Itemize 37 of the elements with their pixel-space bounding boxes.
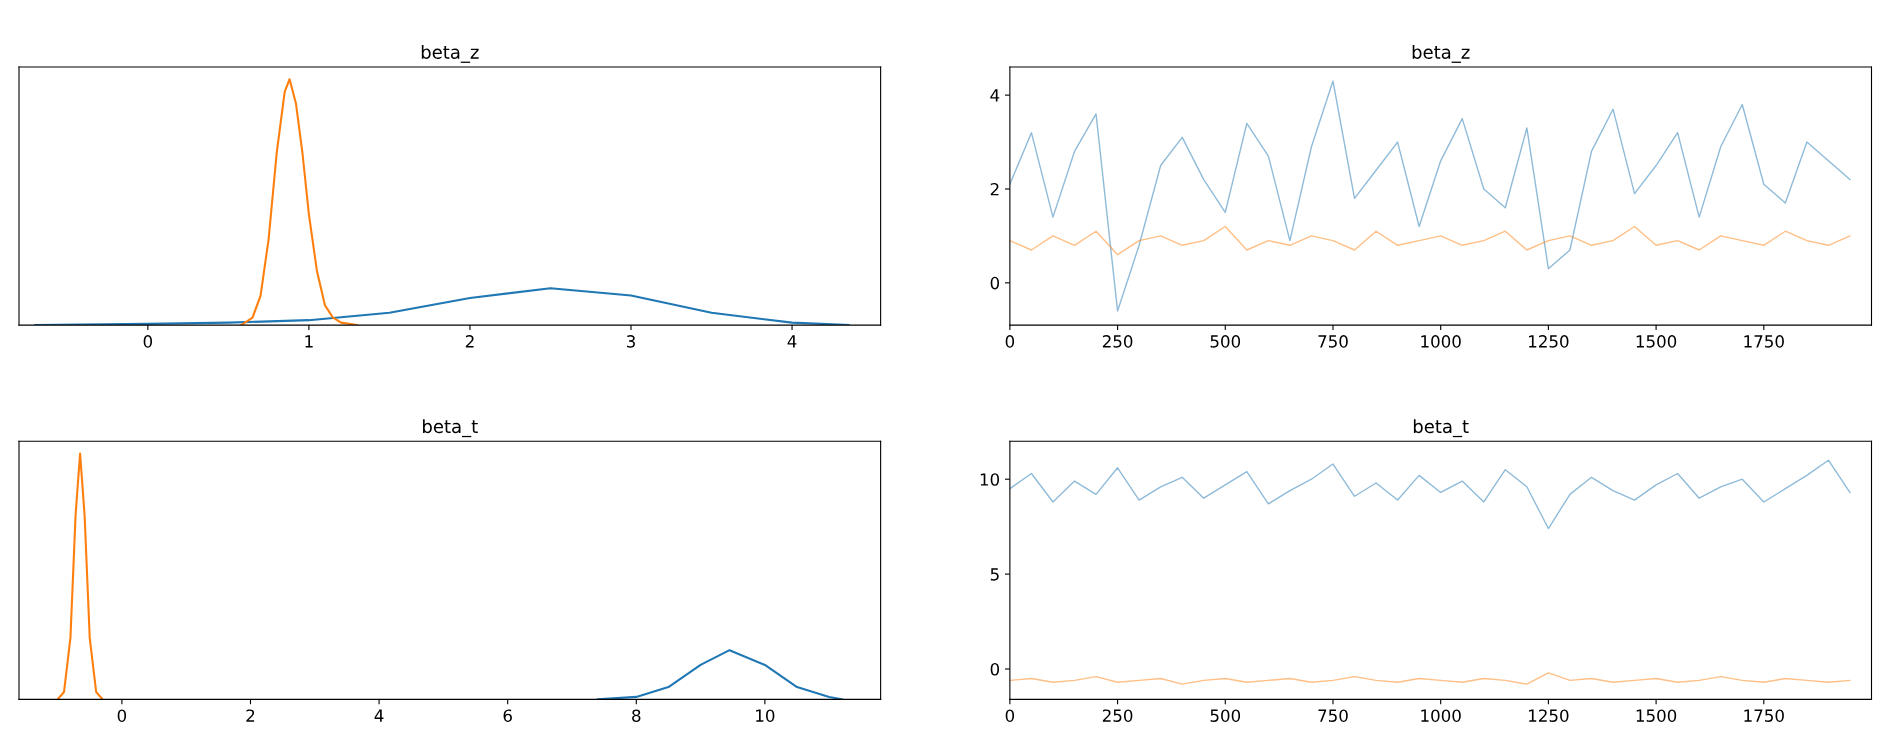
x-tick-label: 250 (1102, 709, 1133, 722)
x-tick-label: 1500 (1636, 709, 1677, 722)
x-tick-label: 750 (1318, 335, 1348, 348)
chart-title: beta_z (1412, 44, 1470, 63)
y-tick-label: 4 (990, 89, 1000, 102)
x-tick-label: 2 (465, 335, 474, 348)
y-tick-label: 0 (990, 662, 1000, 676)
x-tick-label: 10 (756, 709, 775, 722)
x-tick-label: 4 (787, 335, 797, 348)
x-tick-label: 500 (1210, 335, 1241, 348)
x-tick-label: 8 (632, 709, 641, 722)
x-tick-label: 6 (503, 709, 512, 722)
x-tick-label: 250 (1102, 335, 1133, 348)
x-tick-label: 0 (117, 709, 127, 722)
x-tick-label: 1750 (1744, 709, 1784, 722)
chart-title: beta_z (421, 44, 479, 63)
x-tick-label: 750 (1318, 709, 1348, 722)
y-tick-label: 2 (990, 182, 999, 196)
y-tick-label: 10 (980, 473, 1000, 486)
x-tick-label: 1500 (1636, 335, 1677, 348)
x-tick-label: 500 (1210, 709, 1241, 722)
chart-title: beta_t (1413, 419, 1469, 438)
x-tick-label: 1750 (1744, 335, 1784, 348)
x-tick-label: 1 (305, 335, 313, 348)
y-tick-label: 5 (990, 568, 999, 581)
x-tick-label: 0 (1005, 709, 1015, 722)
x-tick-label: 3 (626, 335, 635, 348)
y-tick-label: 0 (990, 276, 1000, 290)
x-tick-label: 0 (143, 335, 153, 348)
x-tick-label: 1000 (1421, 709, 1461, 722)
x-tick-label: 4 (374, 709, 384, 722)
x-tick-label: 0 (1005, 335, 1015, 348)
chart-title: beta_t (423, 419, 478, 438)
x-tick-label: 1250 (1529, 335, 1569, 348)
x-tick-label: 2 (246, 709, 255, 722)
x-tick-label: 1250 (1529, 709, 1569, 722)
x-tick-label: 1000 (1421, 335, 1461, 348)
